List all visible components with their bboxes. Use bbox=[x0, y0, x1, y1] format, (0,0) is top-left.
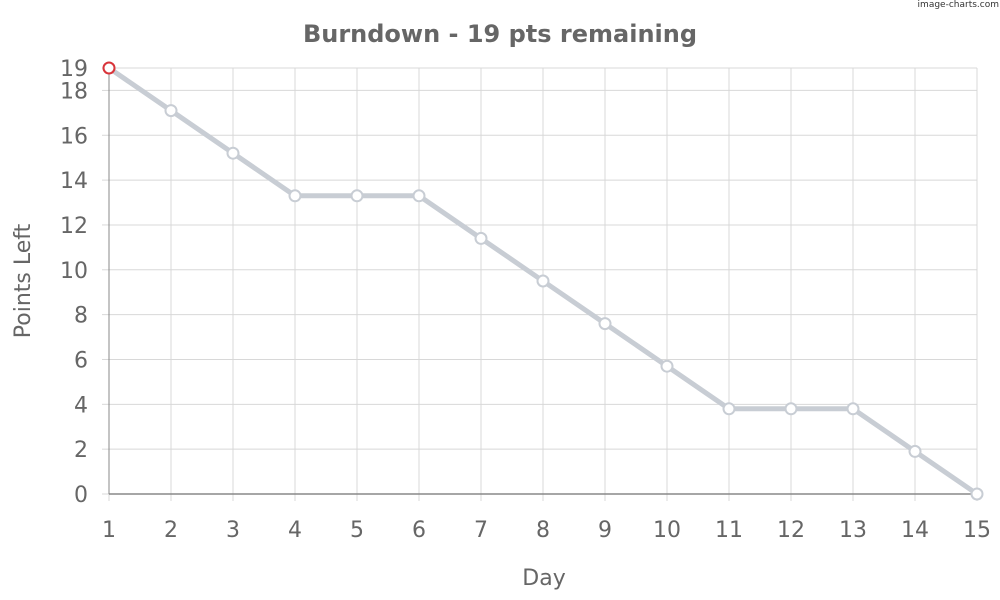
data-point bbox=[350, 189, 364, 203]
y-tick-label: 12 bbox=[60, 214, 88, 239]
x-tick-label: 5 bbox=[350, 518, 364, 543]
data-point bbox=[226, 146, 240, 160]
y-tick-label: 8 bbox=[74, 304, 88, 329]
x-tick-label: 3 bbox=[226, 518, 240, 543]
x-tick-label: 11 bbox=[715, 518, 743, 543]
data-point bbox=[970, 487, 984, 501]
data-point bbox=[908, 444, 922, 458]
x-tick-label: 13 bbox=[839, 518, 867, 543]
y-tick-label: 0 bbox=[74, 483, 88, 508]
y-tick-label: 10 bbox=[60, 259, 88, 284]
y-tick-label: 19 bbox=[60, 57, 88, 82]
data-point bbox=[536, 274, 550, 288]
data-point bbox=[412, 189, 426, 203]
x-tick-label: 12 bbox=[777, 518, 805, 543]
watermark-text: image-charts.com bbox=[917, 0, 999, 10]
y-axis-label: Points Left bbox=[11, 223, 36, 338]
data-point bbox=[784, 402, 798, 416]
x-tick-label: 6 bbox=[412, 518, 426, 543]
x-tick-label: 1 bbox=[102, 518, 116, 543]
x-tick-label: 14 bbox=[901, 518, 929, 543]
x-axis-label: Day bbox=[522, 566, 565, 591]
y-tick-label: 4 bbox=[74, 393, 88, 418]
x-tick-label: 8 bbox=[536, 518, 550, 543]
y-tick-label: 14 bbox=[60, 169, 88, 194]
x-tick-label: 2 bbox=[164, 518, 178, 543]
x-tick-label: 7 bbox=[474, 518, 488, 543]
y-tick-label: 2 bbox=[74, 438, 88, 463]
x-tick-label: 4 bbox=[288, 518, 302, 543]
series-markers bbox=[102, 61, 984, 501]
data-point bbox=[164, 104, 178, 118]
x-tick-label: 10 bbox=[653, 518, 681, 543]
data-point bbox=[598, 317, 612, 331]
data-point bbox=[722, 402, 736, 416]
y-tick-label: 6 bbox=[74, 348, 88, 373]
x-tick-label: 15 bbox=[963, 518, 991, 543]
data-point bbox=[288, 189, 302, 203]
y-tick-label: 18 bbox=[60, 79, 88, 104]
data-point bbox=[474, 231, 488, 245]
data-point bbox=[660, 359, 674, 373]
x-tick-label: 9 bbox=[598, 518, 612, 543]
data-point bbox=[846, 402, 860, 416]
highlight-data-point bbox=[102, 61, 116, 75]
chart-title: Burndown - 19 pts remaining bbox=[303, 20, 697, 48]
y-tick-label: 16 bbox=[60, 124, 88, 149]
